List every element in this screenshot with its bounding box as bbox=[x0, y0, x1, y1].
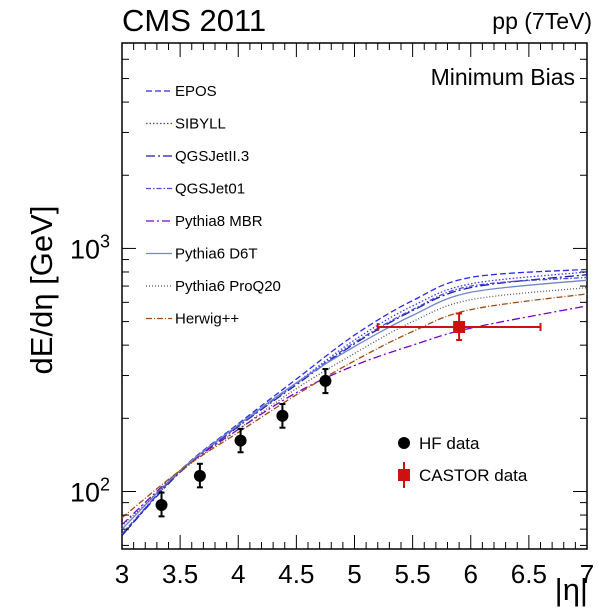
legend-label-herwig: Herwig++ bbox=[175, 311, 239, 328]
legend-label-pythia8-mbr: Pythia8 MBR bbox=[175, 213, 263, 230]
legend-label-pythia6-proq20: Pythia6 ProQ20 bbox=[175, 278, 281, 295]
model-legend: EPOS SIBYLL QGSJetII.3 QGSJet01 Pythia8 MBR P… bbox=[146, 83, 281, 328]
legend-label-castor-data: CASTOR data bbox=[419, 466, 528, 485]
legend-label-hf-data: HF data bbox=[419, 434, 480, 453]
data-legend: HF data CASTOR data bbox=[398, 434, 528, 488]
y-axis-label: dE/dη [GeV] bbox=[24, 206, 59, 375]
x-tick-label: 3 bbox=[115, 559, 129, 589]
chart-title-right: pp (7TeV) bbox=[492, 8, 592, 34]
legend-marker-hf-data bbox=[398, 437, 410, 449]
data-point-hf-data bbox=[276, 409, 289, 422]
legend-marker-castor-data bbox=[398, 469, 410, 481]
data-point-hf-data bbox=[193, 469, 206, 482]
x-tick-label: 4 bbox=[231, 559, 245, 589]
legend-label-qgsjetii-3: QGSJetII.3 bbox=[175, 148, 249, 165]
series-line-pythia6-d6t bbox=[121, 279, 588, 530]
y-tick-label: 102 bbox=[70, 474, 110, 507]
annotation-minimum-bias: Minimum Bias bbox=[431, 64, 575, 90]
axis-ticks bbox=[121, 42, 588, 549]
chart-title-left: CMS 2011 bbox=[122, 3, 266, 38]
series-line-epos bbox=[121, 268, 588, 536]
y-tick-labels: 102 103 bbox=[70, 231, 110, 507]
legend-label-epos: EPOS bbox=[175, 83, 217, 100]
data-markers bbox=[155, 312, 542, 518]
x-tick-labels: 3 3.5 4 4.5 5 5.5 6 6.5 7 bbox=[115, 559, 594, 589]
data-point-hf-data bbox=[234, 434, 247, 447]
series-line-pythia8-mbr bbox=[121, 305, 588, 526]
legend-label-pythia6-d6t: Pythia6 D6T bbox=[175, 246, 258, 263]
x-tick-label: 4.5 bbox=[278, 559, 314, 589]
y-tick-label: 103 bbox=[70, 231, 110, 264]
x-tick-label: 3.5 bbox=[162, 559, 198, 589]
data-point-castor-data bbox=[453, 321, 466, 334]
x-tick-label: 6.5 bbox=[511, 559, 547, 589]
legend-label-sibyll: SIBYLL bbox=[175, 116, 226, 133]
series-line-pythia6-proq20 bbox=[121, 286, 588, 527]
x-tick-label: 5 bbox=[347, 559, 361, 589]
data-point-hf-data bbox=[155, 498, 168, 511]
x-axis-label: |η| bbox=[555, 572, 588, 607]
data-point-hf-data bbox=[319, 374, 332, 387]
x-tick-label: 5.5 bbox=[395, 559, 431, 589]
legend-label-qgsjet01: QGSJet01 bbox=[175, 181, 245, 198]
x-tick-label: 7 bbox=[580, 559, 594, 589]
model-lines bbox=[121, 268, 588, 536]
x-tick-label: 6 bbox=[464, 559, 478, 589]
series-line-herwig bbox=[121, 293, 588, 519]
